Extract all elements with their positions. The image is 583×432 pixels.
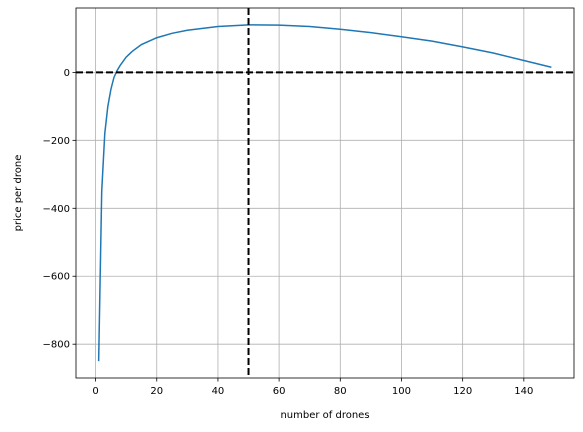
y-tick-label: −600 <box>43 272 70 283</box>
y-tick-label: −400 <box>43 204 70 215</box>
x-tick-label: 0 <box>92 386 98 397</box>
x-tick-label: 120 <box>453 386 472 397</box>
y-tick-label: 0 <box>64 68 70 79</box>
x-tick-label: 140 <box>514 386 533 397</box>
plot-frame <box>75 7 575 379</box>
y-tick-label: −800 <box>43 340 70 351</box>
data-line <box>97 24 552 362</box>
y-axis-label: price per drone <box>13 155 24 232</box>
x-tick-label: 60 <box>273 386 286 397</box>
x-tick-label: 40 <box>212 386 225 397</box>
x-tick-label: 100 <box>392 386 411 397</box>
y-tick-label: −200 <box>43 136 70 147</box>
x-tick-label: 20 <box>150 386 163 397</box>
x-axis-label: number of drones <box>280 410 369 421</box>
x-tick-label: 80 <box>334 386 347 397</box>
